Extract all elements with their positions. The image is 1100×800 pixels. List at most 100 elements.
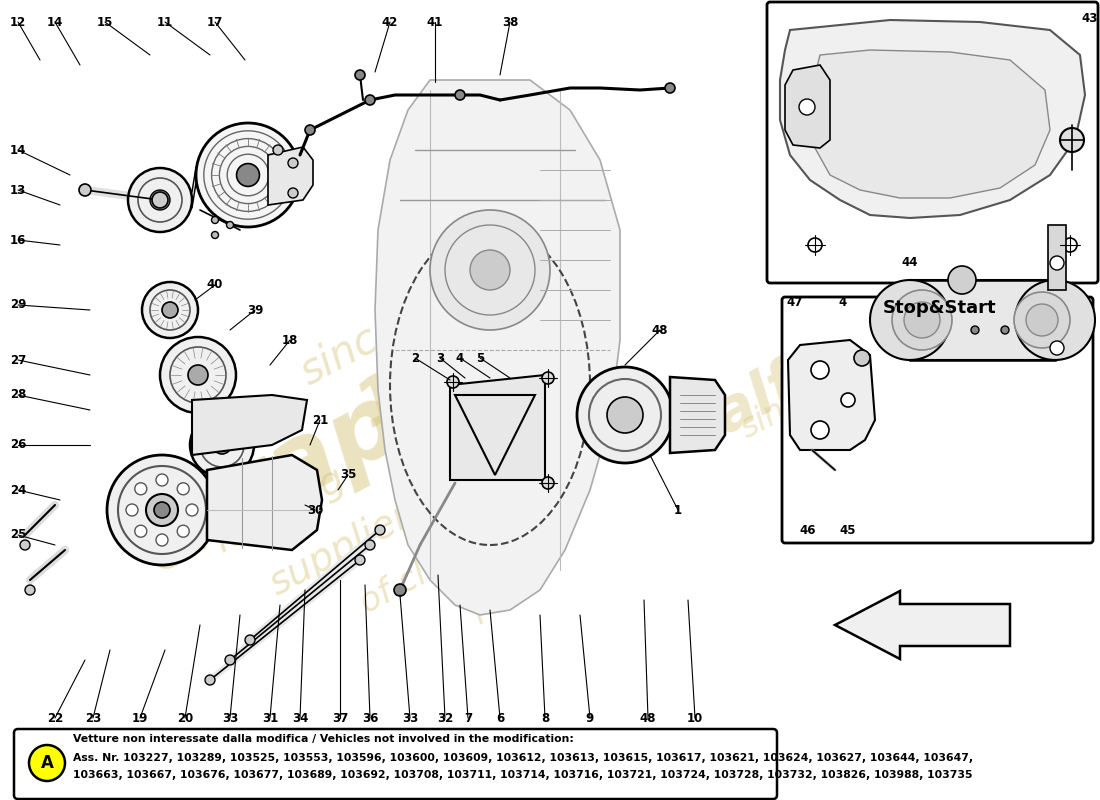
Text: 2: 2 bbox=[411, 351, 419, 365]
Circle shape bbox=[892, 290, 952, 350]
Circle shape bbox=[79, 184, 91, 196]
Text: 6: 6 bbox=[496, 711, 504, 725]
Text: 10: 10 bbox=[686, 711, 703, 725]
Text: 1985: 1985 bbox=[346, 301, 534, 439]
Circle shape bbox=[152, 192, 168, 208]
Circle shape bbox=[135, 482, 146, 494]
Text: 9: 9 bbox=[586, 711, 594, 725]
Text: 4: 4 bbox=[839, 295, 847, 309]
Circle shape bbox=[799, 99, 815, 115]
Polygon shape bbox=[788, 340, 875, 450]
Circle shape bbox=[578, 367, 673, 463]
Text: parts: parts bbox=[464, 555, 556, 625]
Circle shape bbox=[29, 745, 65, 781]
Circle shape bbox=[146, 494, 178, 526]
Text: 5: 5 bbox=[476, 351, 484, 365]
Text: 25: 25 bbox=[10, 529, 26, 542]
FancyBboxPatch shape bbox=[14, 729, 777, 799]
Text: 28: 28 bbox=[10, 389, 26, 402]
Polygon shape bbox=[207, 455, 322, 550]
Circle shape bbox=[455, 90, 465, 100]
Circle shape bbox=[196, 123, 300, 227]
Circle shape bbox=[365, 540, 375, 550]
Circle shape bbox=[870, 280, 950, 360]
Text: 1: 1 bbox=[916, 295, 924, 309]
Polygon shape bbox=[785, 65, 830, 148]
Text: 33: 33 bbox=[222, 711, 238, 725]
Circle shape bbox=[188, 365, 208, 385]
Text: 8: 8 bbox=[541, 711, 549, 725]
Circle shape bbox=[162, 302, 178, 318]
Circle shape bbox=[854, 350, 870, 366]
Circle shape bbox=[542, 477, 554, 489]
Text: 39: 39 bbox=[246, 303, 263, 317]
Text: 31: 31 bbox=[262, 711, 278, 725]
Text: of classic: of classic bbox=[354, 519, 505, 621]
Text: 1: 1 bbox=[674, 503, 682, 517]
Circle shape bbox=[1050, 256, 1064, 270]
Text: 48: 48 bbox=[651, 323, 669, 337]
Text: 11: 11 bbox=[157, 15, 173, 29]
Circle shape bbox=[177, 482, 189, 494]
Text: 19: 19 bbox=[132, 711, 148, 725]
Circle shape bbox=[107, 455, 217, 565]
Text: 26: 26 bbox=[10, 438, 26, 451]
Circle shape bbox=[211, 217, 219, 223]
Text: 13: 13 bbox=[10, 183, 26, 197]
Circle shape bbox=[128, 168, 192, 232]
Text: 18: 18 bbox=[282, 334, 298, 346]
Circle shape bbox=[190, 413, 254, 477]
Circle shape bbox=[811, 361, 829, 379]
Text: supplier: supplier bbox=[263, 497, 418, 603]
Circle shape bbox=[1050, 341, 1064, 355]
Polygon shape bbox=[268, 147, 313, 205]
Text: since: since bbox=[293, 306, 408, 394]
Polygon shape bbox=[670, 377, 725, 453]
Text: 16: 16 bbox=[10, 234, 26, 246]
Text: 37: 37 bbox=[332, 711, 348, 725]
Circle shape bbox=[462, 402, 538, 478]
Circle shape bbox=[156, 474, 168, 486]
Text: 45: 45 bbox=[839, 523, 856, 537]
Text: 103663, 103667, 103676, 103677, 103689, 103692, 103708, 103711, 103714, 103716, : 103663, 103667, 103676, 103677, 103689, … bbox=[73, 770, 972, 780]
Circle shape bbox=[1060, 128, 1083, 152]
Circle shape bbox=[213, 436, 231, 454]
Text: Stop&Start: Stop&Start bbox=[883, 299, 997, 317]
Circle shape bbox=[1014, 292, 1070, 348]
Circle shape bbox=[160, 337, 236, 413]
Circle shape bbox=[971, 326, 979, 334]
Text: 44: 44 bbox=[902, 257, 918, 270]
Circle shape bbox=[355, 70, 365, 80]
Circle shape bbox=[470, 250, 510, 290]
Circle shape bbox=[154, 502, 170, 518]
Circle shape bbox=[227, 222, 233, 229]
Text: 20: 20 bbox=[177, 711, 194, 725]
Text: 7: 7 bbox=[464, 711, 472, 725]
Circle shape bbox=[288, 188, 298, 198]
Text: 41: 41 bbox=[427, 15, 443, 29]
Text: 27: 27 bbox=[10, 354, 26, 366]
Text: 21: 21 bbox=[312, 414, 328, 426]
Text: Ass. Nr. 103227, 103289, 103525, 103553, 103596, 103600, 103609, 103612, 103613,: Ass. Nr. 103227, 103289, 103525, 103553,… bbox=[73, 753, 974, 763]
Circle shape bbox=[948, 266, 976, 294]
Text: 46: 46 bbox=[800, 523, 816, 537]
Text: leading: leading bbox=[208, 460, 352, 560]
Text: 29: 29 bbox=[10, 298, 26, 311]
Circle shape bbox=[25, 585, 35, 595]
Text: 42: 42 bbox=[382, 15, 398, 29]
Text: 12: 12 bbox=[10, 15, 26, 29]
Bar bbox=[910, 280, 1055, 360]
Text: 33: 33 bbox=[402, 711, 418, 725]
Circle shape bbox=[305, 125, 315, 135]
Circle shape bbox=[226, 655, 235, 665]
Text: 2: 2 bbox=[873, 295, 882, 309]
Circle shape bbox=[245, 635, 255, 645]
Circle shape bbox=[150, 190, 170, 210]
Text: alfaparts: alfaparts bbox=[706, 255, 994, 445]
Text: 24: 24 bbox=[10, 483, 26, 497]
Circle shape bbox=[288, 158, 298, 168]
Circle shape bbox=[1026, 304, 1058, 336]
Circle shape bbox=[142, 282, 198, 338]
Text: 23: 23 bbox=[85, 711, 101, 725]
Text: 48: 48 bbox=[640, 711, 657, 725]
